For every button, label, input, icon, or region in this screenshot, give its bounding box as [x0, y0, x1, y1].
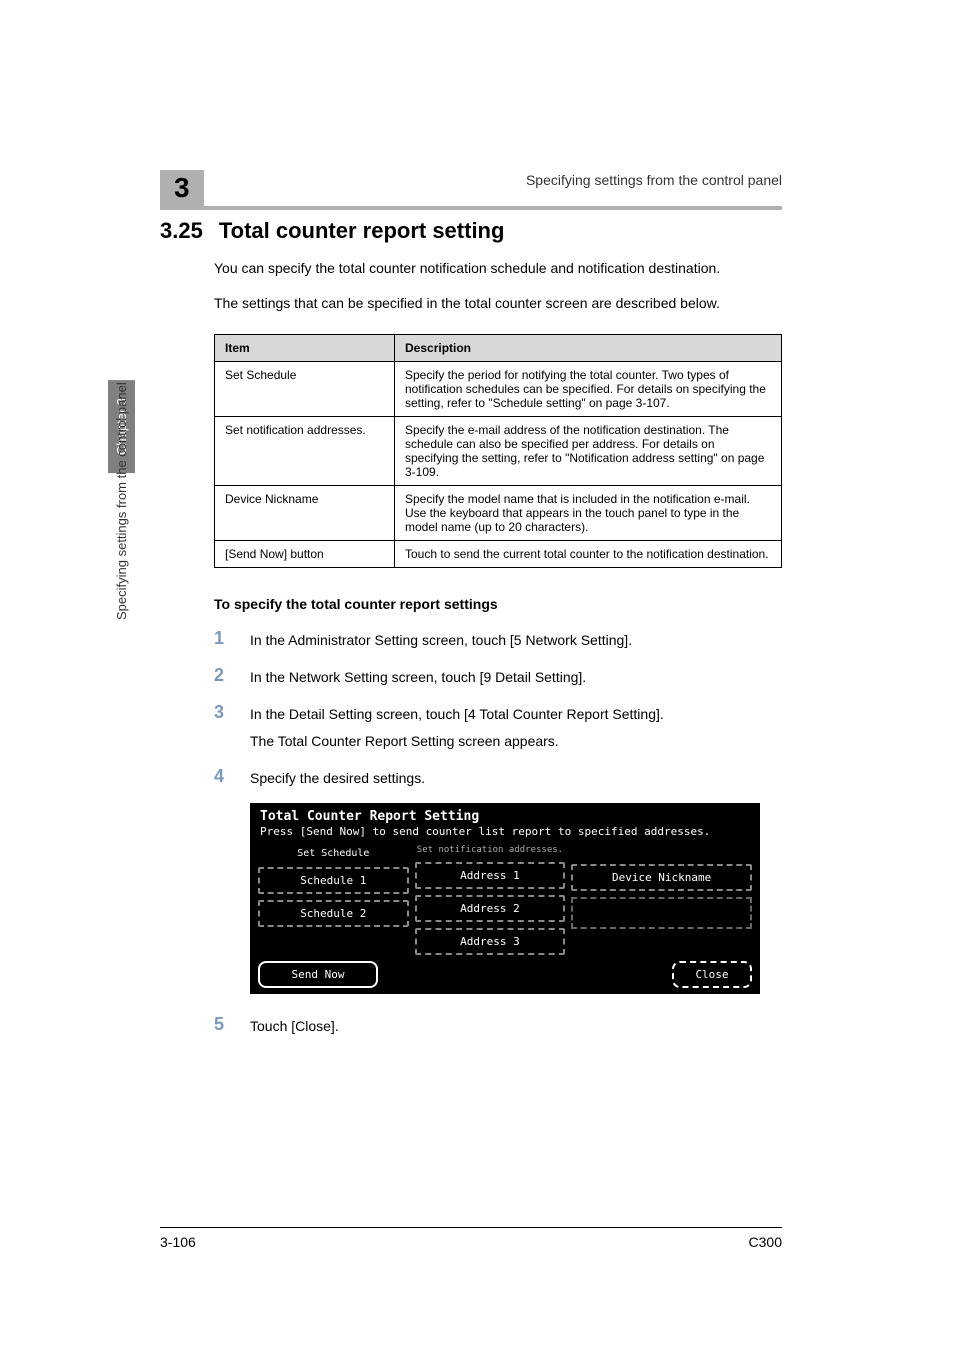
screenshot-subtitle: Press [Send Now] to send counter list re…	[260, 825, 750, 838]
step-number: 2	[214, 665, 232, 686]
step-number: 5	[214, 1014, 232, 1035]
step-list: 1 In the Administrator Setting screen, t…	[214, 628, 834, 789]
step-text: In the Detail Setting screen, touch [4 T…	[250, 702, 664, 752]
table-cell-desc: Specify the period for notifying the tot…	[395, 362, 782, 417]
table-cell-desc: Touch to send the current total counter …	[395, 541, 782, 568]
page-content: Specifying settings from the control pan…	[0, 0, 954, 1111]
table-cell-desc: Specify the model name that is included …	[395, 486, 782, 541]
section-title-text: Total counter report setting	[219, 218, 505, 244]
page-footer: 3-106 C300	[160, 1227, 782, 1250]
table-row: Set notification addresses. Specify the …	[215, 417, 782, 486]
header-underline	[160, 206, 782, 210]
step-number: 3	[214, 702, 232, 723]
intro-p1: You can specify the total counter notifi…	[214, 258, 834, 279]
step-text: In the Administrator Setting screen, tou…	[250, 628, 632, 651]
screenshot-body: Set Schedule Schedule 1 Schedule 2 Set n…	[254, 842, 756, 957]
table-header-description: Description	[395, 335, 782, 362]
screenshot-col-addresses: Set notification addresses. Address 1 Ad…	[415, 846, 566, 955]
step-text: Specify the desired settings.	[250, 766, 425, 789]
footer-page-number: 3-106	[160, 1234, 196, 1250]
device-nickname-button[interactable]: Device Nickname	[571, 864, 752, 891]
step-4: 4 Specify the desired settings.	[214, 766, 834, 789]
screenshot-title: Total Counter Report Setting	[260, 809, 750, 824]
step-subtext: The Total Counter Report Setting screen …	[250, 731, 664, 752]
step-list-continued: 5 Touch [Close].	[214, 1014, 834, 1037]
table-cell-desc: Specify the e-mail address of the notifi…	[395, 417, 782, 486]
table-cell-item: Set Schedule	[215, 362, 395, 417]
section-number: 3.25	[160, 218, 203, 244]
step-2: 2 In the Network Setting screen, touch […	[214, 665, 834, 688]
step-number: 1	[214, 628, 232, 649]
step-3: 3 In the Detail Setting screen, touch [4…	[214, 702, 834, 752]
table-row: [Send Now] button Touch to send the curr…	[215, 541, 782, 568]
table-row: Set Schedule Specify the period for noti…	[215, 362, 782, 417]
set-schedule-label: Set Schedule	[258, 846, 409, 861]
intro-p2: The settings that can be specified in th…	[214, 293, 834, 314]
set-notification-label: Set notification addresses.	[415, 846, 566, 856]
chapter-number: 3	[160, 170, 204, 206]
step-text: Touch [Close].	[250, 1014, 339, 1037]
chapter-tab: 3	[160, 170, 782, 210]
screenshot-col-nickname: Device Nickname	[571, 846, 752, 955]
nickname-display-box	[571, 897, 752, 929]
step-5: 5 Touch [Close].	[214, 1014, 834, 1037]
spacer	[571, 846, 752, 858]
table-cell-item: [Send Now] button	[215, 541, 395, 568]
address-2-button[interactable]: Address 2	[415, 895, 566, 922]
schedule-1-button[interactable]: Schedule 1	[258, 867, 409, 894]
step-1: 1 In the Administrator Setting screen, t…	[214, 628, 834, 651]
schedule-2-button[interactable]: Schedule 2	[258, 900, 409, 927]
address-3-button[interactable]: Address 3	[415, 928, 566, 955]
step-number: 4	[214, 766, 232, 787]
table-cell-item: Device Nickname	[215, 486, 395, 541]
table-row: Device Nickname Specify the model name t…	[215, 486, 782, 541]
settings-table: Item Description Set Schedule Specify th…	[214, 334, 782, 568]
footer-model: C300	[749, 1234, 782, 1250]
table-header-item: Item	[215, 335, 395, 362]
subsection-title: To specify the total counter report sett…	[214, 596, 834, 612]
close-button[interactable]: Close	[672, 961, 752, 988]
panel-screenshot: Total Counter Report Setting Press [Send…	[250, 803, 760, 994]
screenshot-col-schedule: Set Schedule Schedule 1 Schedule 2	[258, 846, 409, 955]
table-cell-item: Set notification addresses.	[215, 417, 395, 486]
screenshot-header: Total Counter Report Setting Press [Send…	[254, 807, 756, 842]
step-text-line: In the Detail Setting screen, touch [4 T…	[250, 704, 664, 725]
screenshot-bottom-row: Send Now Close	[254, 957, 756, 990]
step-text: In the Network Setting screen, touch [9 …	[250, 665, 586, 688]
section-title: 3.25 Total counter report setting	[160, 218, 834, 244]
address-1-button[interactable]: Address 1	[415, 862, 566, 889]
send-now-button[interactable]: Send Now	[258, 961, 378, 988]
